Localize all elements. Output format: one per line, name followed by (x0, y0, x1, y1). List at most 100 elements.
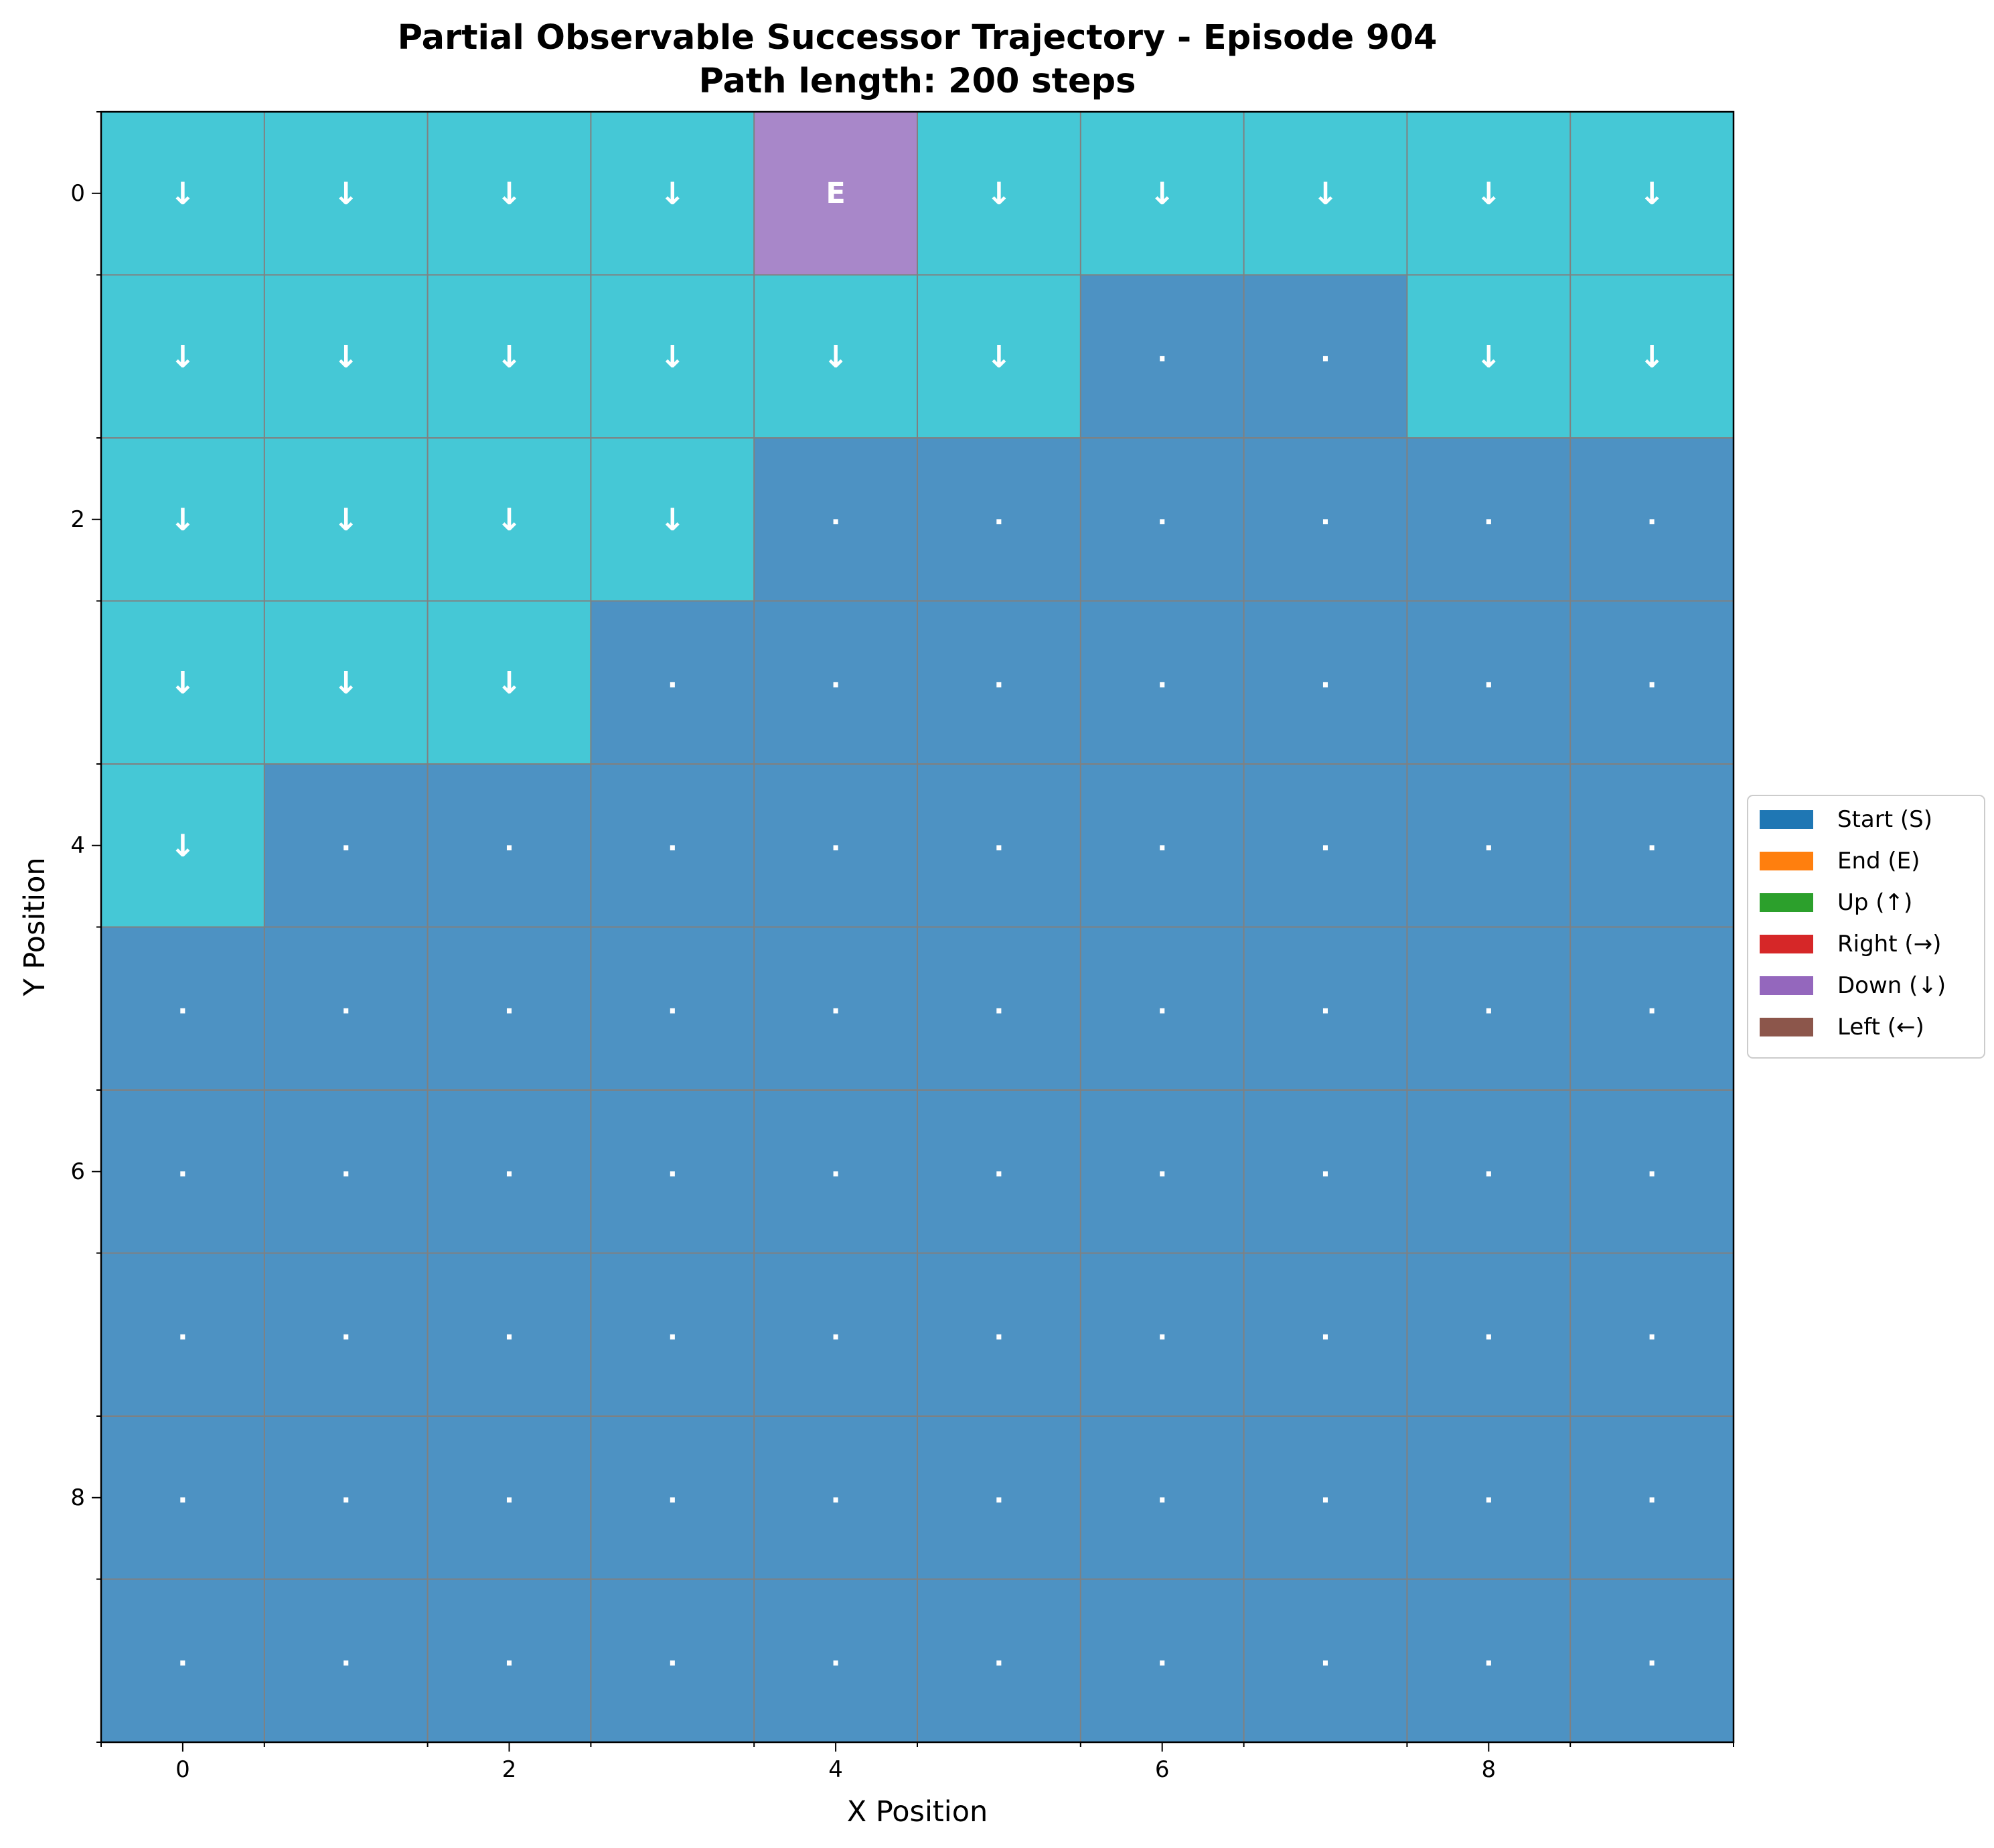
cell-5-8 (1407, 927, 1571, 1091)
cell-1-8 (1407, 275, 1571, 439)
y-tick-label: 8 (70, 1484, 85, 1511)
cell-1-7 (1243, 275, 1407, 439)
cell-symbol-8-2: . (504, 1478, 514, 1509)
cell-7-7 (1243, 1253, 1407, 1417)
cell-9-0 (101, 1579, 265, 1743)
cell-9-1 (264, 1579, 429, 1743)
legend-label: Left (←) (1837, 1014, 1924, 1041)
cell-1-2 (427, 275, 591, 439)
cell-symbol-4-9: . (1646, 826, 1657, 857)
cell-symbol-7-6: . (1157, 1315, 1167, 1346)
cell-symbol-7-1: . (341, 1315, 351, 1346)
cell-symbol-1-5: ↓ (986, 338, 1012, 374)
y-axis-ticks: 0 2 4 6 8 (70, 111, 101, 1743)
cell-7-5 (917, 1253, 1081, 1417)
cell-symbol-1-9: ↓ (1639, 338, 1665, 374)
legend-swatch (1760, 976, 1813, 995)
cell-symbol-5-9: . (1646, 989, 1657, 1020)
cell-symbol-1-3: ↓ (660, 338, 686, 374)
cell-symbol-5-0: . (177, 989, 187, 1020)
cell-symbol-0-3: ↓ (660, 175, 686, 212)
cell-1-6 (1080, 275, 1245, 439)
cell-4-8 (1407, 764, 1571, 927)
cell-symbol-0-5: ↓ (986, 175, 1012, 212)
x-tick-label: 2 (502, 1756, 517, 1783)
cell-2-0 (101, 438, 265, 601)
cell-3-2 (427, 601, 591, 765)
cell-2-4 (754, 438, 918, 601)
cell-2-9 (1570, 438, 1734, 601)
cell-symbol-6-7: . (1320, 1152, 1330, 1183)
cell-symbol-6-6: . (1157, 1152, 1167, 1183)
cell-symbol-4-7: . (1320, 826, 1330, 857)
cell-symbol-8-9: . (1646, 1478, 1657, 1509)
cell-symbol-1-0: ↓ (170, 338, 196, 374)
cell-5-6 (1080, 927, 1245, 1091)
cell-9-3 (591, 1579, 755, 1743)
cell-6-6 (1080, 1090, 1245, 1253)
legend-swatch (1760, 935, 1813, 953)
cell-symbol-2-5: . (994, 500, 1004, 531)
cell-4-1 (264, 764, 429, 927)
cell-2-3 (591, 438, 755, 601)
cell-symbol-5-5: . (994, 989, 1004, 1020)
cell-symbol-9-7: . (1320, 1641, 1330, 1672)
cell-symbols: ↓ ↓ ↓ ↓ E ↓ ↓ ↓ ↓ ↓ ↓ ↓ ↓ ↓ ↓ ↓.. ↓ ↓ ↓ ↓ ↓ ↓..... . ↓ ↓ ↓.......… (170, 175, 1665, 1673)
cell-symbol-4-2: . (504, 826, 514, 857)
cell-symbol-9-0: . (177, 1641, 187, 1672)
cell-symbol-6-4: . (830, 1152, 840, 1183)
cell-symbol-9-2: . (504, 1641, 514, 1672)
cell-symbol-1-8: ↓ (1476, 338, 1502, 374)
cell-4-6 (1080, 764, 1245, 927)
cell-symbol-8-0: . (177, 1478, 187, 1509)
cell-3-8 (1407, 601, 1571, 765)
cell-1-3 (591, 275, 755, 439)
x-axis-label: X Position (847, 1795, 988, 1829)
cell-8-6 (1080, 1416, 1245, 1580)
cell-symbol-9-3: . (668, 1641, 678, 1672)
cell-0-9 (1570, 112, 1734, 275)
cell-3-0 (101, 601, 265, 765)
cell-symbol-3-6: . (1157, 663, 1167, 694)
cell-6-4 (754, 1090, 918, 1253)
cell-5-1 (264, 927, 429, 1091)
cell-symbol-0-6: ↓ (1149, 175, 1175, 212)
y-tick-label: 6 (70, 1158, 85, 1185)
cell-symbol-1-6: . (1157, 337, 1167, 368)
cell-symbol-0-4: E (826, 177, 845, 210)
cell-8-0 (101, 1416, 265, 1580)
cell-symbol-5-4: . (830, 989, 840, 1020)
legend-label: End (E) (1837, 848, 1920, 874)
cell-3-4 (754, 601, 918, 765)
cell-symbol-6-8: . (1484, 1152, 1494, 1183)
cell-symbol-0-9: ↓ (1639, 175, 1665, 212)
cell-0-6 (1080, 112, 1245, 275)
cell-7-6 (1080, 1253, 1245, 1417)
cell-5-2 (427, 927, 591, 1091)
cell-symbol-7-2: . (504, 1315, 514, 1346)
cell-1-0 (101, 275, 265, 439)
cell-9-6 (1080, 1579, 1245, 1743)
cell-6-2 (427, 1090, 591, 1253)
cell-9-4 (754, 1579, 918, 1743)
y-axis-label: Y Position (18, 857, 52, 996)
cell-symbol-5-1: . (341, 989, 351, 1020)
cell-symbol-8-1: . (341, 1478, 351, 1509)
cell-symbol-9-6: . (1157, 1641, 1167, 1672)
cell-3-5 (917, 601, 1081, 765)
legend-label: Start (S) (1837, 806, 1932, 833)
cell-symbol-3-0: ↓ (170, 664, 196, 700)
cell-symbol-5-6: . (1157, 989, 1167, 1020)
cell-symbol-5-3: . (668, 989, 678, 1020)
cell-3-7 (1243, 601, 1407, 765)
cell-symbol-5-7: . (1320, 989, 1330, 1020)
cell-symbol-1-2: ↓ (496, 338, 522, 374)
cell-symbol-7-7: . (1320, 1315, 1330, 1346)
cell-symbol-2-8: . (1484, 500, 1494, 531)
cell-0-7 (1243, 112, 1407, 275)
cell-0-0 (101, 112, 265, 275)
cell-symbol-0-0: ↓ (170, 175, 196, 212)
cell-4-3 (591, 764, 755, 927)
cell-symbol-8-6: . (1157, 1478, 1167, 1509)
x-tick-label: 6 (1155, 1756, 1170, 1783)
